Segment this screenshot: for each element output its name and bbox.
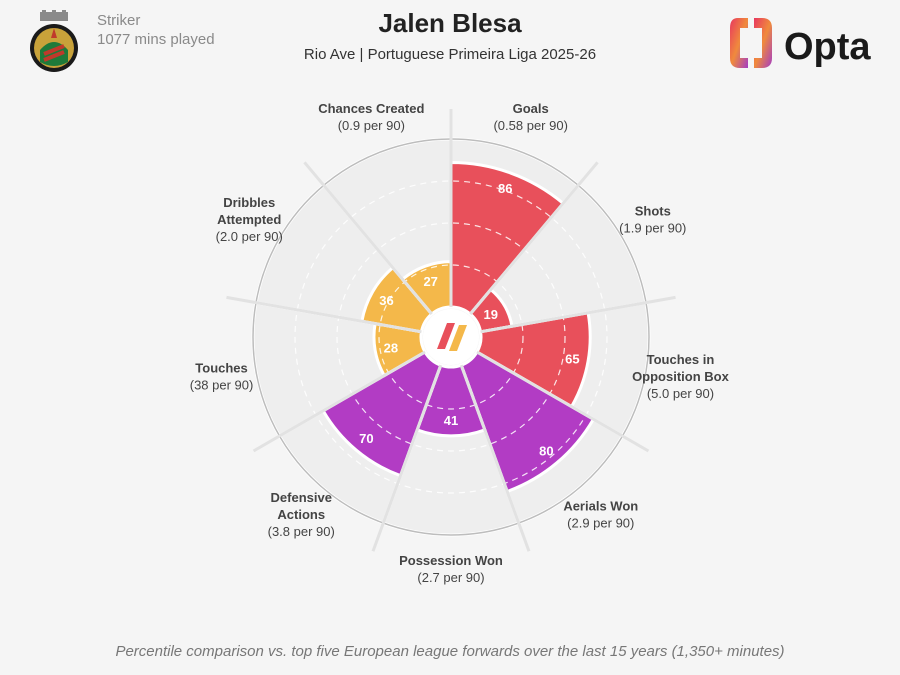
category-label: Touches (38 per 90) (190, 360, 254, 392)
value-label: 19 (484, 307, 498, 322)
value-label: 80 (539, 444, 553, 459)
grid-ring (378, 264, 524, 410)
team-league: Rio Ave | Portuguese Primeira Liga 2025-… (303, 46, 597, 63)
value-label: 36 (379, 293, 393, 308)
category-label: Shots (1.9 per 90) (619, 204, 686, 236)
category-label: Possession Won (2.7 per 90) (399, 553, 503, 585)
spoke (371, 364, 443, 552)
value-label: 65 (565, 351, 579, 366)
spoke (303, 161, 433, 315)
player-meta: Striker 1077 mins played (97, 11, 215, 49)
category-label: Dribbles Attempted (2.0 per 90) (216, 195, 283, 244)
minutes-played: 1077 mins played (97, 31, 215, 48)
value-label: 27 (423, 274, 437, 289)
player-name: Jalen Blesa (378, 8, 522, 38)
player-position: Striker (97, 12, 141, 29)
center-circle (423, 309, 479, 365)
category-label: Aerials Won (2.9 per 90) (563, 498, 638, 530)
bar-touches-in-opposition-box (474, 311, 592, 409)
value-label: 41 (444, 413, 458, 428)
category-label: Defensive Actions (3.8 per 90) (268, 490, 335, 539)
club-crest-icon (30, 10, 78, 72)
bar-aerials-won (459, 349, 596, 494)
category-label: Touches in Opposition Box (5.0 per 90) (632, 352, 730, 401)
category-label: Chances Created (0.9 per 90) (318, 101, 424, 133)
spoke (459, 364, 531, 552)
spoke (252, 350, 426, 453)
category-label: Goals (0.58 per 90) (493, 101, 567, 133)
grid-ring (294, 180, 608, 494)
footnote: Percentile comparison vs. top five Europ… (115, 643, 785, 660)
spoke (469, 161, 599, 315)
value-label: 70 (359, 431, 373, 446)
grid-ring (336, 222, 566, 452)
value-label: 86 (498, 181, 512, 196)
value-label: 28 (384, 341, 398, 356)
center-opta-icon (437, 323, 467, 351)
opta-brand-text: Opta (784, 26, 871, 68)
spoke (226, 295, 422, 334)
spoke (480, 295, 676, 334)
spoke (476, 350, 650, 453)
opta-logo-icon: Opta (730, 18, 871, 68)
